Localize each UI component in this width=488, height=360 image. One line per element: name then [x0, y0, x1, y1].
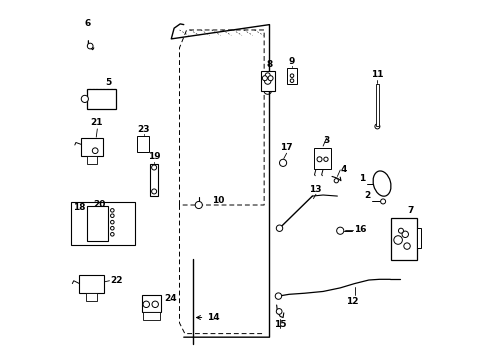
- Circle shape: [264, 78, 270, 84]
- Text: 20: 20: [93, 199, 105, 208]
- Bar: [390, 217, 416, 260]
- Text: 24: 24: [164, 294, 176, 303]
- Text: 22: 22: [110, 276, 123, 285]
- Circle shape: [398, 228, 403, 233]
- Circle shape: [393, 236, 402, 244]
- Text: 15: 15: [273, 320, 286, 329]
- Bar: [71, 202, 135, 245]
- Text: 2: 2: [363, 192, 369, 201]
- Circle shape: [262, 76, 267, 81]
- Text: 16: 16: [354, 225, 366, 234]
- Text: 18: 18: [73, 203, 85, 212]
- Text: 7: 7: [407, 206, 413, 215]
- Text: 21: 21: [90, 118, 102, 127]
- Circle shape: [276, 225, 282, 231]
- Circle shape: [81, 95, 88, 103]
- Bar: [260, 71, 274, 91]
- Bar: [416, 228, 420, 248]
- Circle shape: [267, 76, 272, 81]
- Text: 14: 14: [206, 313, 219, 322]
- Bar: [286, 68, 297, 84]
- Bar: [86, 89, 116, 109]
- Circle shape: [336, 227, 343, 234]
- Bar: [81, 138, 103, 156]
- Ellipse shape: [372, 171, 390, 196]
- Circle shape: [92, 148, 98, 154]
- Text: 11: 11: [370, 70, 383, 79]
- Circle shape: [323, 157, 327, 161]
- Circle shape: [110, 220, 114, 224]
- Circle shape: [110, 233, 114, 236]
- Circle shape: [151, 189, 156, 194]
- Circle shape: [143, 301, 149, 307]
- Text: 12: 12: [346, 297, 358, 306]
- Bar: [80, 275, 103, 293]
- Text: 3: 3: [323, 136, 329, 145]
- Text: 4: 4: [340, 165, 346, 174]
- Text: 1: 1: [358, 174, 365, 183]
- Circle shape: [290, 79, 293, 82]
- Circle shape: [152, 301, 158, 307]
- Circle shape: [151, 165, 156, 170]
- Bar: [142, 312, 160, 320]
- Bar: [149, 164, 158, 196]
- Circle shape: [110, 226, 114, 230]
- Circle shape: [316, 157, 322, 162]
- Text: 6: 6: [84, 19, 90, 28]
- Circle shape: [374, 124, 379, 129]
- Bar: [86, 206, 108, 242]
- Circle shape: [110, 208, 114, 212]
- Text: 17: 17: [280, 143, 292, 152]
- Text: 10: 10: [212, 196, 224, 205]
- Circle shape: [276, 309, 282, 314]
- Circle shape: [279, 159, 286, 166]
- Bar: [85, 293, 97, 301]
- Text: 5: 5: [105, 78, 111, 87]
- Circle shape: [333, 179, 338, 183]
- Bar: [142, 295, 161, 312]
- Text: 23: 23: [137, 125, 150, 134]
- Circle shape: [401, 231, 407, 238]
- Text: 9: 9: [288, 57, 295, 66]
- Bar: [137, 136, 148, 152]
- Bar: [375, 84, 378, 126]
- Bar: [313, 148, 331, 169]
- Circle shape: [403, 243, 409, 249]
- Text: 13: 13: [308, 185, 321, 194]
- Circle shape: [275, 293, 281, 299]
- Bar: [87, 156, 97, 164]
- Text: 8: 8: [266, 59, 272, 68]
- Circle shape: [195, 202, 202, 208]
- Circle shape: [380, 199, 385, 204]
- Text: 19: 19: [148, 152, 161, 161]
- Circle shape: [290, 74, 293, 77]
- Circle shape: [110, 214, 114, 217]
- Circle shape: [264, 73, 270, 78]
- Circle shape: [87, 43, 93, 49]
